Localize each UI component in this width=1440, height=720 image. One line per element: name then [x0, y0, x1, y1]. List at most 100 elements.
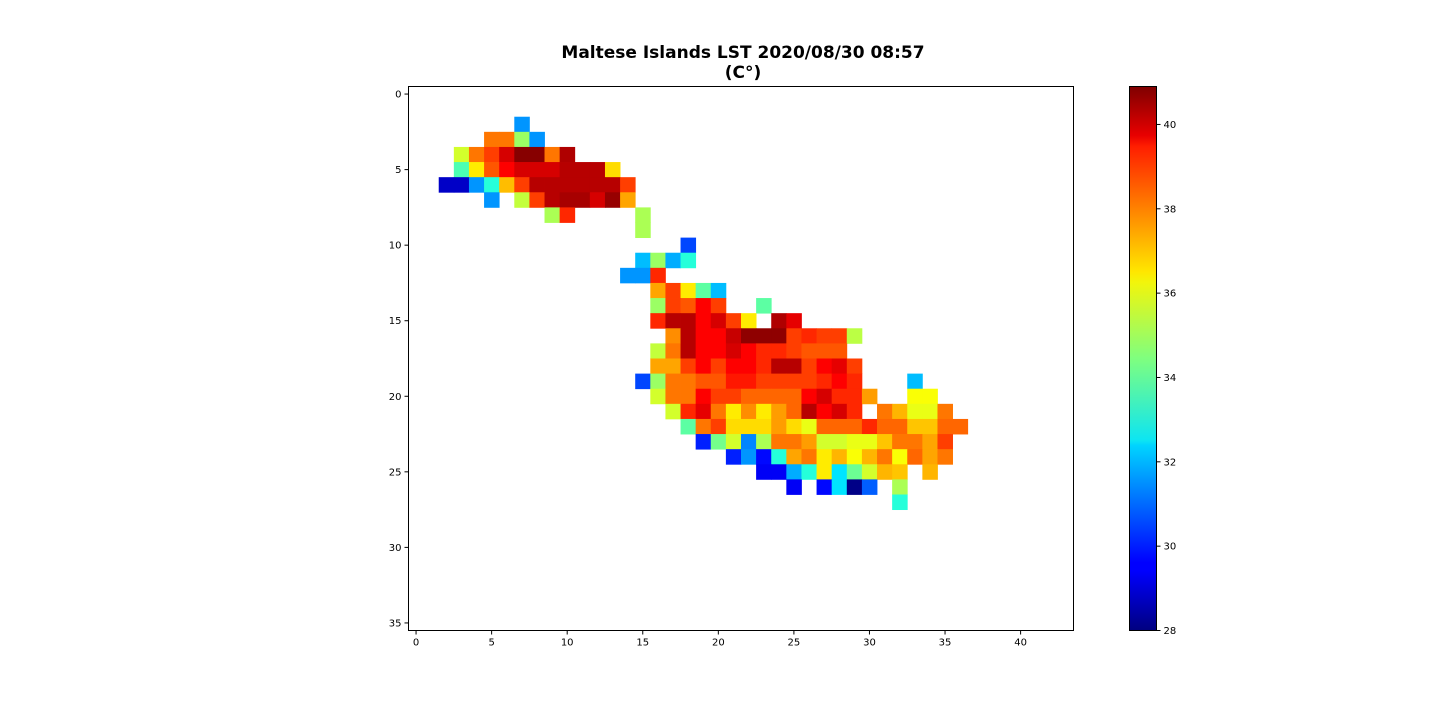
heatmap-cell: [514, 131, 530, 148]
heatmap-cell: [756, 388, 772, 405]
heatmap-cell: [786, 464, 802, 480]
heatmap-cell: [468, 162, 485, 178]
heatmap-cell: [831, 373, 848, 390]
heatmap-cell: [680, 403, 697, 420]
heatmap-cell: [877, 449, 893, 465]
heatmap-cell: [650, 313, 666, 329]
colorbar-tick-label: 36: [1164, 289, 1177, 300]
heatmap-cell: [665, 343, 681, 359]
colorbar-ticks: 28 30 32 34 36 38 40: [1156, 120, 1177, 637]
heatmap-cell: [922, 434, 938, 450]
heatmap-cell: [861, 464, 878, 480]
colorbar-tick-label: 30: [1164, 542, 1177, 553]
heatmap-cell: [786, 418, 802, 435]
x-tick-label: 0: [413, 638, 419, 649]
heatmap-cell: [846, 328, 863, 344]
heatmap-cell: [922, 418, 938, 435]
y-tick-label: 20: [389, 392, 402, 403]
y-tick-label: 25: [389, 467, 402, 478]
heatmap-cell: [620, 267, 636, 284]
heatmap-cell: [635, 252, 651, 269]
heatmap-cell: [453, 177, 470, 193]
heatmap-cell: [710, 373, 727, 390]
heatmap-cell: [544, 192, 561, 208]
heatmap-cells: [438, 116, 969, 511]
heatmap-cell: [650, 267, 666, 284]
heatmap-cell: [816, 328, 833, 344]
heatmap-cell: [756, 373, 772, 390]
x-tick-label: 25: [788, 638, 801, 649]
heatmap-cell: [680, 343, 697, 359]
heatmap-cell: [544, 146, 561, 163]
heatmap-cell: [861, 479, 878, 495]
heatmap-cell: [695, 403, 712, 420]
heatmap-cell: [771, 328, 787, 344]
heatmap-cell: [831, 418, 848, 435]
heatmap-cell: [831, 434, 848, 450]
heatmap-cell: [816, 418, 833, 435]
heatmap-cell: [771, 449, 787, 465]
heatmap-cell: [861, 388, 878, 405]
x-tick-label: 5: [488, 638, 494, 649]
heatmap-cell: [484, 192, 500, 208]
heatmap-cell: [695, 328, 712, 344]
x-tick-label: 40: [1014, 638, 1027, 649]
heatmap-cell: [695, 388, 712, 405]
heatmap-cell: [680, 298, 697, 314]
heatmap-cell: [604, 192, 621, 208]
chart-title-line2: (C°): [724, 63, 762, 83]
heatmap-cell: [937, 434, 953, 450]
heatmap-cell: [635, 267, 651, 284]
heatmap-cell: [801, 343, 817, 359]
x-tick-label: 35: [939, 638, 952, 649]
heatmap-cell: [665, 358, 681, 375]
heatmap-cell: [801, 449, 817, 465]
colorbar-gradient: [1129, 86, 1157, 631]
heatmap-cell: [922, 388, 938, 405]
heatmap-cell: [756, 328, 772, 344]
heatmap-cell: [514, 162, 530, 178]
heatmap-cell: [695, 298, 712, 314]
heatmap-cell: [514, 146, 530, 163]
heatmap-cell: [786, 313, 802, 329]
heatmap-cell: [922, 449, 938, 465]
heatmap-cell: [650, 343, 666, 359]
heatmap-cell: [725, 373, 742, 390]
heatmap-cell: [741, 418, 757, 435]
heatmap-cell: [846, 388, 863, 405]
heatmap-cell: [846, 434, 863, 450]
heatmap-cell: [725, 328, 742, 344]
heatmap-cell: [816, 373, 833, 390]
heatmap-cell: [846, 358, 863, 375]
heatmap-cell: [831, 388, 848, 405]
heatmap-cell: [801, 434, 817, 450]
heatmap-cell: [861, 418, 878, 435]
heatmap-cell: [529, 192, 545, 208]
heatmap-cell: [816, 388, 833, 405]
colorbar-tick-label: 28: [1164, 626, 1177, 637]
heatmap-cell: [937, 403, 953, 420]
heatmap-cell: [665, 403, 681, 420]
heatmap-cell: [741, 449, 757, 465]
heatmap-cell: [650, 373, 666, 390]
heatmap-cell: [650, 358, 666, 375]
heatmap-cell: [620, 192, 636, 208]
heatmap-cell: [695, 282, 712, 299]
heatmap-cell: [665, 282, 681, 299]
heatmap-cell: [710, 343, 727, 359]
x-tick-label: 15: [636, 638, 649, 649]
heatmap-cell: [801, 403, 817, 420]
heatmap-cell: [786, 479, 802, 495]
heatmap-cell: [650, 282, 666, 299]
heatmap-cell: [499, 146, 515, 163]
heatmap-cell: [741, 403, 757, 420]
heatmap-cell: [816, 403, 833, 420]
colorbar-tick-label: 38: [1164, 204, 1177, 215]
heatmap-cell: [771, 403, 787, 420]
heatmap-cell: [484, 162, 500, 178]
heatmap-cell: [635, 373, 651, 390]
heatmap-cell: [680, 373, 697, 390]
heatmap-cell: [514, 116, 530, 133]
heatmap-cell: [453, 146, 470, 163]
heatmap-cell: [680, 328, 697, 344]
